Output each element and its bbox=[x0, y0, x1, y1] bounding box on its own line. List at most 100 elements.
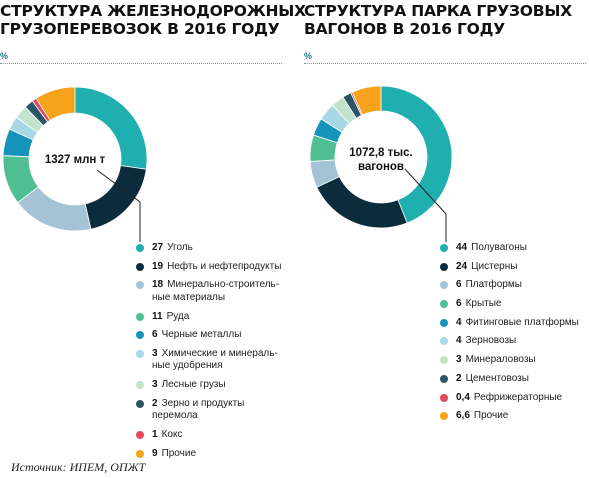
legend-item: 3 Химические и минераль-ные удобрения bbox=[136, 348, 290, 373]
center-label: 1072,8 тыс. bbox=[349, 147, 412, 159]
legend-swatch bbox=[440, 374, 448, 383]
legend-value: 3 bbox=[152, 347, 158, 359]
chart-title: Структура парка грузовых вагонов в 2016 … bbox=[304, 2, 572, 38]
donut-slice bbox=[380, 85, 453, 224]
donut-slice bbox=[84, 165, 147, 230]
donut-slice bbox=[351, 85, 382, 116]
donut-slice bbox=[316, 176, 408, 229]
unit-label: % bbox=[304, 51, 313, 61]
legend-item: 44 Полувагоны bbox=[440, 242, 588, 255]
legend-item: 11 Руда bbox=[136, 311, 290, 324]
legend-label: Платформы bbox=[465, 279, 522, 291]
legend-item: 6 Платформы bbox=[440, 279, 588, 292]
legend-item: 4 Фитинговые платформы bbox=[440, 317, 588, 330]
legend-value: 6 bbox=[456, 298, 462, 310]
legend-label: Рефрижераторные bbox=[473, 391, 563, 403]
legend-value: 6 bbox=[456, 279, 462, 291]
legend-value: 6 bbox=[152, 329, 158, 341]
legend-label: Черные металлы bbox=[161, 329, 242, 341]
divider bbox=[304, 63, 586, 64]
legend-item: 3 Минераловозы bbox=[440, 354, 588, 367]
center-label: 1327 млн т bbox=[45, 154, 106, 166]
legend-item: 6 Крытые bbox=[440, 298, 588, 311]
chart-title: Структура железнодорожных грузоперевозок… bbox=[0, 2, 306, 38]
legend-label: Прочие bbox=[473, 410, 509, 422]
legend-label: Цистерны bbox=[471, 260, 518, 272]
legend-item: 9 Прочие bbox=[136, 448, 290, 461]
legend-label: Лесные грузы bbox=[161, 379, 226, 391]
legend-item: 1 Кокс bbox=[136, 429, 290, 442]
legend-label: Нефть и нефтепродукты bbox=[167, 260, 282, 272]
legend-value: 2 bbox=[456, 372, 462, 384]
legend-label: Химические и минераль-ные удобрения bbox=[152, 347, 278, 372]
donut-slice bbox=[35, 86, 76, 121]
legend-swatch bbox=[440, 262, 448, 271]
legend-swatch bbox=[440, 412, 448, 421]
legend-swatch bbox=[440, 337, 448, 346]
legend-value: 24 bbox=[456, 260, 468, 272]
legend-label: Прочие bbox=[161, 447, 197, 459]
legend-value: 6,6 bbox=[456, 410, 470, 422]
chart-panel-wagons: Структура парка грузовых вагонов в 2016 … bbox=[304, 0, 589, 455]
legend-swatch bbox=[136, 399, 144, 408]
legend-swatch bbox=[136, 244, 144, 252]
legend-value: 11 bbox=[152, 310, 163, 322]
chart-title-line: Структура железнодорожных bbox=[0, 2, 306, 20]
legend-item: 0,4 Рефрижераторные bbox=[440, 392, 588, 405]
chart-title-line: вагонов в 2016 году bbox=[304, 20, 505, 38]
legend-value: 3 bbox=[152, 379, 158, 391]
legend-swatch bbox=[136, 431, 144, 439]
legend-swatch bbox=[136, 349, 144, 358]
legend-value: 1 bbox=[152, 429, 158, 440]
donut-chart: 1072,8 тыс. вагонов bbox=[309, 85, 453, 242]
legend-swatch bbox=[136, 281, 144, 290]
divider bbox=[0, 63, 282, 64]
legend-label: Зерно и продукты перемола bbox=[152, 397, 245, 422]
legend-item: 18 Минерально-строитель-ные материалы bbox=[136, 279, 290, 304]
legend-value: 3 bbox=[456, 354, 462, 366]
legend-swatch bbox=[440, 318, 448, 327]
legend-swatch bbox=[440, 281, 448, 290]
legend-label: Зерновозы bbox=[465, 335, 517, 347]
legend-item: 24 Цистерны bbox=[440, 261, 588, 274]
legend-swatch bbox=[136, 312, 144, 321]
legend-swatch bbox=[440, 356, 448, 365]
legend-label: Цементовозы bbox=[465, 372, 529, 384]
legend-value: 4 bbox=[456, 316, 462, 328]
legend-value: 27 bbox=[152, 242, 164, 253]
legend-label: Уголь bbox=[167, 242, 193, 253]
center-label: вагонов bbox=[358, 161, 404, 173]
legend-item: 4 Зерновозы bbox=[440, 335, 588, 348]
legend-swatch bbox=[136, 262, 144, 271]
legend-label: Минераловозы bbox=[465, 354, 536, 366]
chart-legend: 27 Уголь 19 Нефть и нефтепродукты 18 Минераль… bbox=[136, 242, 290, 466]
legend-item: 3 Лесные грузы bbox=[136, 379, 290, 392]
chart-title-line: Структура парка грузовых bbox=[304, 2, 572, 20]
leader-line bbox=[404, 168, 447, 242]
legend-item: 2 Цементовозы bbox=[440, 373, 588, 386]
legend-item: 19 Нефть и нефтепродукты bbox=[136, 261, 290, 274]
legend-value: 2 bbox=[152, 397, 158, 409]
legend-swatch bbox=[136, 381, 144, 390]
donut-chart: 1327 млн т bbox=[2, 86, 148, 242]
legend-swatch bbox=[440, 244, 448, 252]
legend-value: 19 bbox=[152, 260, 164, 272]
legend-label: Руда bbox=[166, 310, 190, 322]
legend-item: 2 Зерно и продукты перемола bbox=[136, 398, 290, 423]
legend-value: 0,4 bbox=[456, 391, 470, 403]
legend-item: 6,6 Прочие bbox=[440, 410, 588, 423]
source-note: Источник: ИПЕМ, ОПЖТ bbox=[11, 460, 146, 474]
legend-swatch bbox=[440, 300, 448, 309]
legend-value: 9 bbox=[152, 447, 158, 459]
legend-value: 18 bbox=[152, 279, 164, 291]
legend-item: 27 Уголь bbox=[136, 242, 290, 255]
leader-line bbox=[96, 169, 141, 242]
legend-label: Кокс bbox=[161, 429, 183, 440]
legend-item: 6 Черные металлы bbox=[136, 329, 290, 342]
chart-title-line: грузоперевозок в 2016 году bbox=[0, 20, 280, 38]
legend-label: Минерально-строитель-ные материалы bbox=[152, 279, 280, 303]
legend-swatch bbox=[136, 331, 144, 340]
chart-legend: 44 Полувагоны 24 Цистерны 6 Платформы 6 Крытые 4… bbox=[440, 242, 588, 429]
unit-label: % bbox=[0, 51, 9, 61]
legend-label: Полувагоны bbox=[471, 242, 527, 253]
